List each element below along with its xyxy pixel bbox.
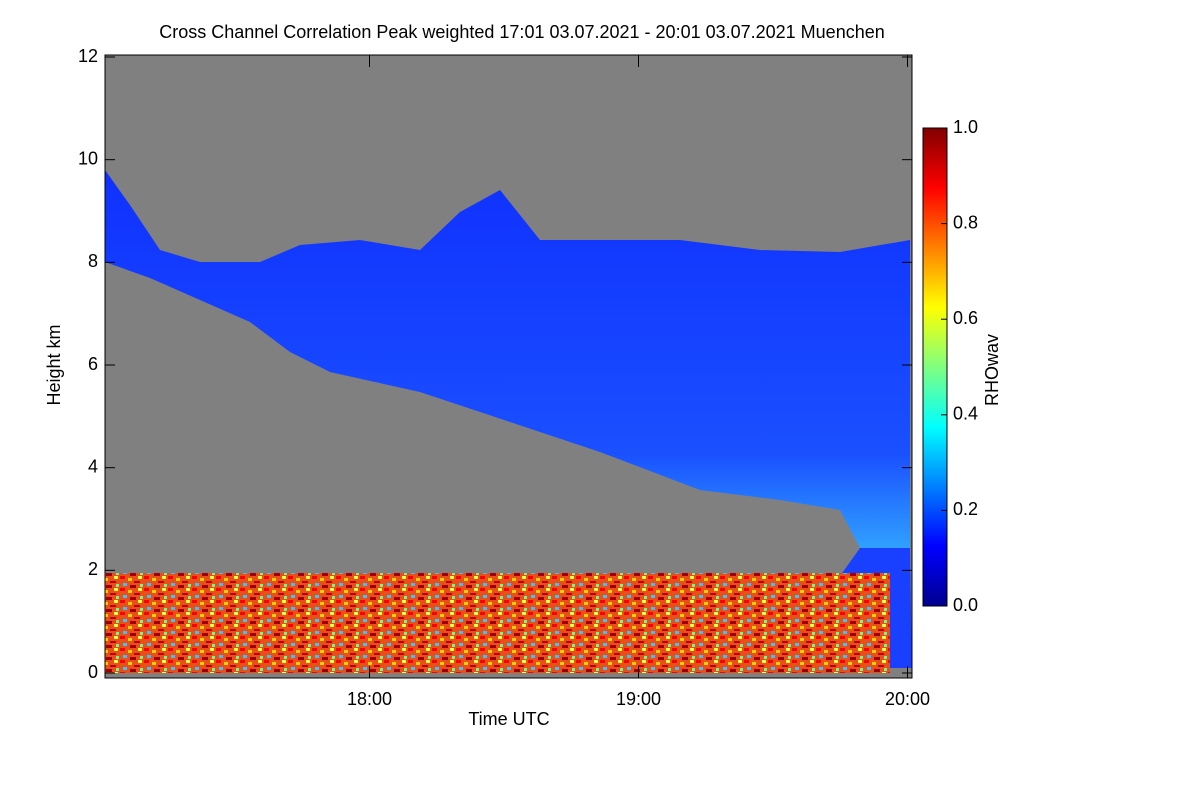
colorbar-tick-label: 0.0 <box>953 595 978 615</box>
cloud-region <box>105 170 910 548</box>
y-tick-label: 2 <box>88 559 98 579</box>
plot-field <box>104 54 913 679</box>
y-tick-label: 12 <box>78 46 98 66</box>
chart-title: Cross Channel Correlation Peak weighted … <box>159 22 885 42</box>
colorbar-tick-label: 0.6 <box>953 308 978 328</box>
x-tick-label: 20:00 <box>885 689 930 709</box>
y-tick-label: 8 <box>88 251 98 271</box>
colorbar <box>922 127 948 607</box>
x-tick-label: 19:00 <box>616 689 661 709</box>
y-axis-label: Height km <box>44 324 64 405</box>
y-tick-label: 10 <box>78 148 98 168</box>
y-tick-label: 0 <box>88 662 98 682</box>
colorbar-tick-label: 1.0 <box>953 117 978 137</box>
x-axis-label: Time UTC <box>468 709 549 729</box>
colorbar-tick-label: 0.8 <box>953 212 978 232</box>
x-tick-label: 18:00 <box>347 689 392 709</box>
boundary-layer-region <box>105 573 890 673</box>
y-tick-label: 6 <box>88 354 98 374</box>
colorbar-tick-label: 0.4 <box>953 404 978 424</box>
plot-frame <box>104 54 913 679</box>
colorbar-label: RHOwav <box>982 334 1002 406</box>
y-tick-label: 4 <box>88 456 98 476</box>
colorbar-tick-label: 0.2 <box>953 499 978 519</box>
